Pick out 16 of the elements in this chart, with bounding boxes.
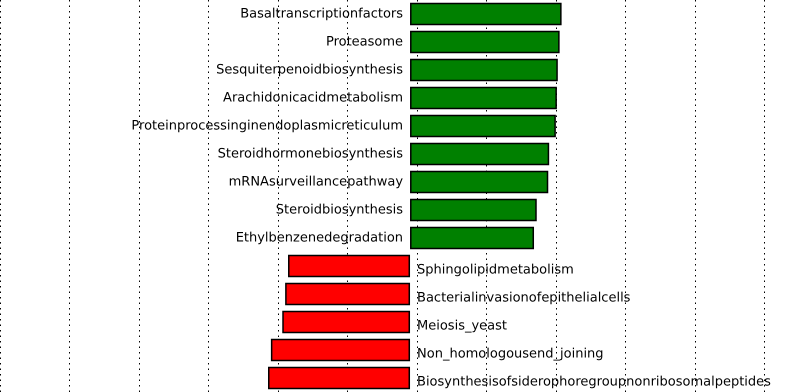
y-tick-label: Steroidhormonebiosynthesis: [218, 146, 404, 162]
y-tick-label: mRNAsurveillancepathway: [228, 174, 404, 190]
y-tick-label: Arachidonicacidmetabolism: [223, 90, 404, 106]
bar: [270, 338, 410, 362]
y-tick-label: Sesquiterpenoidbiosynthesis: [216, 62, 404, 78]
y-tick-label: Non_homologousend_joining: [417, 346, 604, 362]
y-tick-label: Meiosis_yeast: [417, 318, 507, 334]
y-tick-label: Ethylbenzenedegradation: [236, 230, 404, 246]
y-tick-label: Bacterialinvasionofepithelialcells: [417, 290, 631, 306]
bar: [410, 30, 560, 54]
y-tick-label: Proteinprocessinginendoplasmicreticulum: [131, 118, 404, 134]
y-tick-label: Proteasome: [326, 34, 404, 50]
y-tick-label: Biosynthesisofsiderophoregroupnonribosomalpeptides: [417, 374, 772, 390]
y-tick-label: Basaltranscriptionfactors: [240, 6, 404, 22]
y-tick-label: Sphingolipidmetabolism: [417, 262, 574, 278]
y-tick-label: Steroidbiosynthesis: [276, 202, 404, 218]
